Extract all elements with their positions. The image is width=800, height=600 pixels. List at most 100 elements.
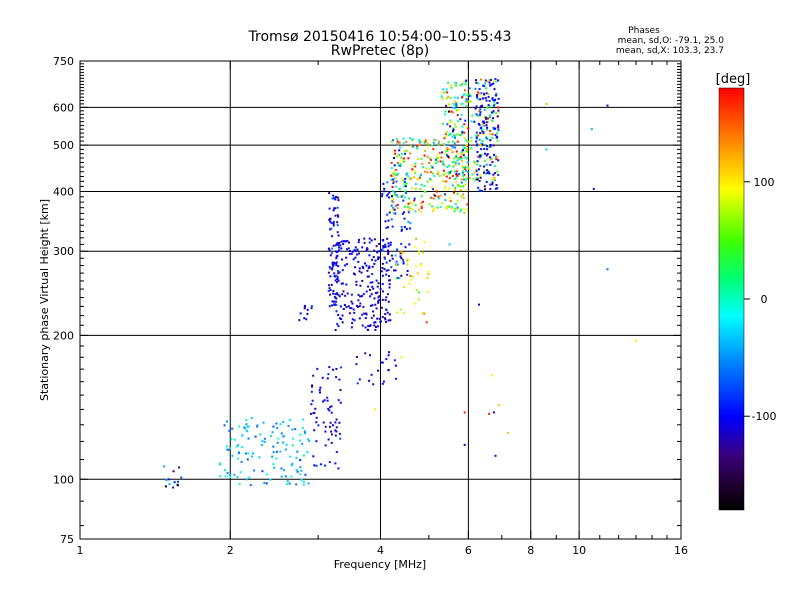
data-point [329,218,331,221]
data-point [291,437,294,440]
data-point [351,250,354,253]
data-point [486,128,488,131]
data-point [396,203,399,206]
data-point [377,369,379,372]
data-point [494,177,496,180]
data-point [423,170,426,173]
data-point [238,451,240,454]
data-point [306,312,309,315]
data-point [497,159,500,162]
data-point [392,180,395,183]
data-point [366,328,369,331]
y-tick-label: 500 [53,139,74,152]
data-point [429,196,432,199]
data-point [387,319,390,322]
data-point [335,243,338,246]
data-point [481,97,484,100]
data-point [389,241,392,244]
data-point [371,304,374,307]
data-point [445,149,448,152]
data-point [365,313,368,316]
data-point [445,180,448,183]
chart-title: Tromsø 20150416 10:54:00–10:55:43 [248,29,512,45]
data-point [335,281,338,284]
data-point [299,466,302,469]
data-point [450,144,453,147]
data-point [333,263,335,266]
data-point [386,213,389,216]
data-point [488,78,491,81]
data-point [310,305,313,308]
data-point [229,476,232,479]
data-point [481,133,484,136]
data-point [384,318,387,321]
data-point [489,139,492,142]
data-point [337,270,339,272]
data-point [381,283,384,285]
data-point [415,289,418,292]
data-point [335,426,338,429]
data-point [461,165,464,168]
data-point [418,253,420,256]
y-tick-label: 400 [53,185,74,198]
data-point [241,434,244,437]
data-point [489,105,492,108]
data-point [382,246,385,249]
data-point [387,226,389,229]
data-point [282,434,285,437]
data-point [463,173,466,176]
data-point [466,157,468,160]
data-point [383,190,386,193]
data-point [453,192,456,195]
data-point [224,475,227,478]
data-point [376,317,379,320]
data-point [487,117,489,120]
data-point [178,466,181,469]
data-point [496,187,499,190]
data-point [299,459,302,462]
data-point [271,455,274,458]
data-point [328,366,331,369]
data-point [244,452,247,455]
data-point [315,416,318,419]
data-point [420,195,423,198]
data-point [464,119,467,122]
data-point [478,88,481,91]
data-point [225,445,228,448]
data-point [312,412,315,415]
data-point [401,194,404,197]
data-point [299,433,302,436]
data-point [404,152,406,155]
data-point [418,291,421,294]
data-point [441,151,444,154]
data-point [445,175,448,178]
data-point [409,145,412,148]
data-point [472,177,475,180]
data-point [439,194,442,197]
data-point [462,193,464,196]
data-point [453,103,456,106]
data-point [430,158,432,161]
data-point [382,245,385,247]
data-point [430,179,433,182]
data-point [386,194,388,197]
data-point [464,80,467,83]
data-point [481,128,484,131]
data-point [487,104,490,107]
data-point [497,97,500,100]
data-point [488,99,491,102]
data-point [301,442,304,445]
data-point [366,269,369,272]
data-point [366,248,369,250]
data-point [398,277,401,280]
data-point [377,296,380,299]
data-point [376,285,379,288]
data-point [392,198,395,201]
data-point [290,475,293,478]
data-point [458,173,461,176]
data-point [434,162,437,165]
data-point [426,180,429,183]
data-point [254,435,257,438]
data-point [432,148,435,150]
data-point [386,237,389,240]
